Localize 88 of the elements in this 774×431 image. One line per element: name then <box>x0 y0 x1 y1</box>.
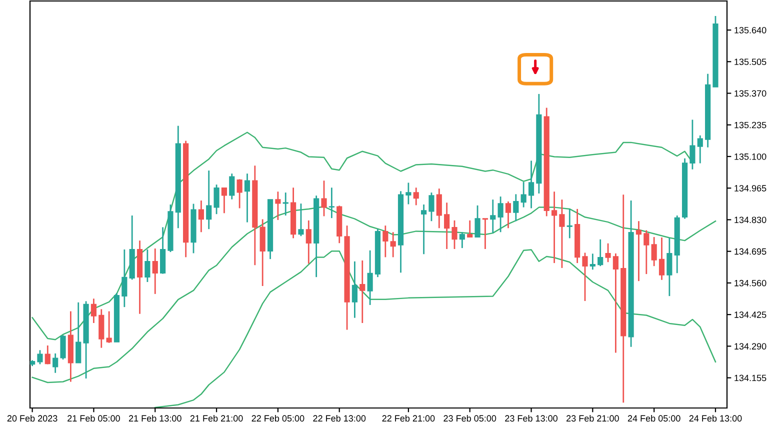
line-series <box>154 249 716 408</box>
candlestick <box>459 231 465 249</box>
x-tick-label: 24 Feb 05:00 <box>628 414 680 422</box>
candlestick <box>551 190 558 264</box>
candlestick <box>260 218 266 287</box>
candlestick <box>566 208 572 239</box>
y-tick-label: 134.965 <box>734 185 766 192</box>
candlestick <box>590 252 596 270</box>
candlestick <box>697 134 703 164</box>
x-tick-label: 22 Feb 05:00 <box>252 414 304 422</box>
candlestick <box>420 204 427 255</box>
candlestick <box>658 236 665 281</box>
candlestick <box>559 198 565 269</box>
x-tick-label: 23 Feb 13:00 <box>505 414 558 422</box>
y-tick-label: 135.100 <box>734 153 766 160</box>
candlestick <box>367 250 373 306</box>
candlestick <box>37 349 43 365</box>
candlestick <box>298 202 304 237</box>
y-tick-label: 134.830 <box>734 216 766 224</box>
candlestick <box>598 238 604 267</box>
candlestick <box>390 231 396 258</box>
candlestick <box>505 200 512 229</box>
y-tick-label: 135.505 <box>734 58 766 66</box>
candlestick <box>520 181 526 208</box>
candlestick <box>60 334 66 360</box>
candlestick <box>605 242 611 263</box>
candlestick <box>52 352 58 374</box>
candlestick <box>513 194 519 222</box>
candlestick <box>612 252 618 354</box>
x-tick-label: 24 Feb 13:00 <box>689 414 742 422</box>
candlestick <box>160 226 166 275</box>
candlestick <box>328 186 334 219</box>
candlestick <box>582 252 588 302</box>
candlestick <box>436 188 442 229</box>
candlestick <box>636 220 642 282</box>
x-tick-label: 21 Feb 13:00 <box>128 414 182 422</box>
y-tick-label: 134.425 <box>734 312 766 318</box>
candlestick <box>90 298 97 324</box>
candlestick <box>528 160 534 209</box>
candlestick <box>490 198 496 234</box>
candlestick <box>198 200 204 233</box>
candlestick <box>76 302 82 364</box>
x-tick-label: 22 Feb 13:00 <box>313 414 366 422</box>
candlestick <box>444 202 450 250</box>
candlestick <box>229 172 235 200</box>
y-tick-label: 135.235 <box>734 122 766 128</box>
candlestick <box>651 236 657 267</box>
candlestick <box>321 180 327 217</box>
candlestick <box>306 220 312 264</box>
candlestick <box>122 248 128 308</box>
y-tick-label: 134.290 <box>734 343 766 350</box>
candlestick <box>221 187 228 214</box>
y-tick-label: 134.695 <box>734 248 766 255</box>
x-tick-label: 22 Feb 21:00 <box>382 414 435 422</box>
candlestick <box>644 230 650 275</box>
y-tick-label: 135.640 <box>734 27 766 34</box>
x-tick-label: 20 Feb 2023 <box>7 414 58 422</box>
candlestick <box>467 220 473 238</box>
y-tick-label: 134.155 <box>734 374 766 382</box>
x-tick-label: 23 Feb 05:00 <box>444 414 496 422</box>
candlestick <box>98 308 104 349</box>
candlestick <box>406 182 412 205</box>
candlestick <box>275 190 281 221</box>
candlestick <box>214 184 220 215</box>
candlestick <box>482 218 488 250</box>
candlestick <box>352 260 358 319</box>
candlestick <box>474 204 480 238</box>
candlestick <box>428 192 434 222</box>
candlestick <box>244 172 250 223</box>
candlestick <box>452 220 458 250</box>
x-tick-label: 23 Feb 21:00 <box>566 414 619 422</box>
candlestick <box>236 178 242 209</box>
candlestick <box>690 119 696 170</box>
candlestick <box>413 186 419 206</box>
y-tick-label: 134.560 <box>734 280 766 286</box>
candlestick <box>360 260 366 324</box>
x-tick-label: 21 Feb 05:00 <box>68 414 120 422</box>
candlestick <box>44 344 50 365</box>
candlestick <box>498 196 504 233</box>
candlestick <box>382 224 388 258</box>
candlestick <box>282 192 288 216</box>
candlestick <box>206 170 212 230</box>
x-tick-label: 21 Feb 21:00 <box>190 414 243 422</box>
y-tick-label: 135.370 <box>734 90 766 97</box>
candlestick <box>144 248 150 283</box>
candlestick <box>666 237 672 297</box>
candlestick <box>152 248 158 295</box>
candlestick <box>106 310 112 344</box>
